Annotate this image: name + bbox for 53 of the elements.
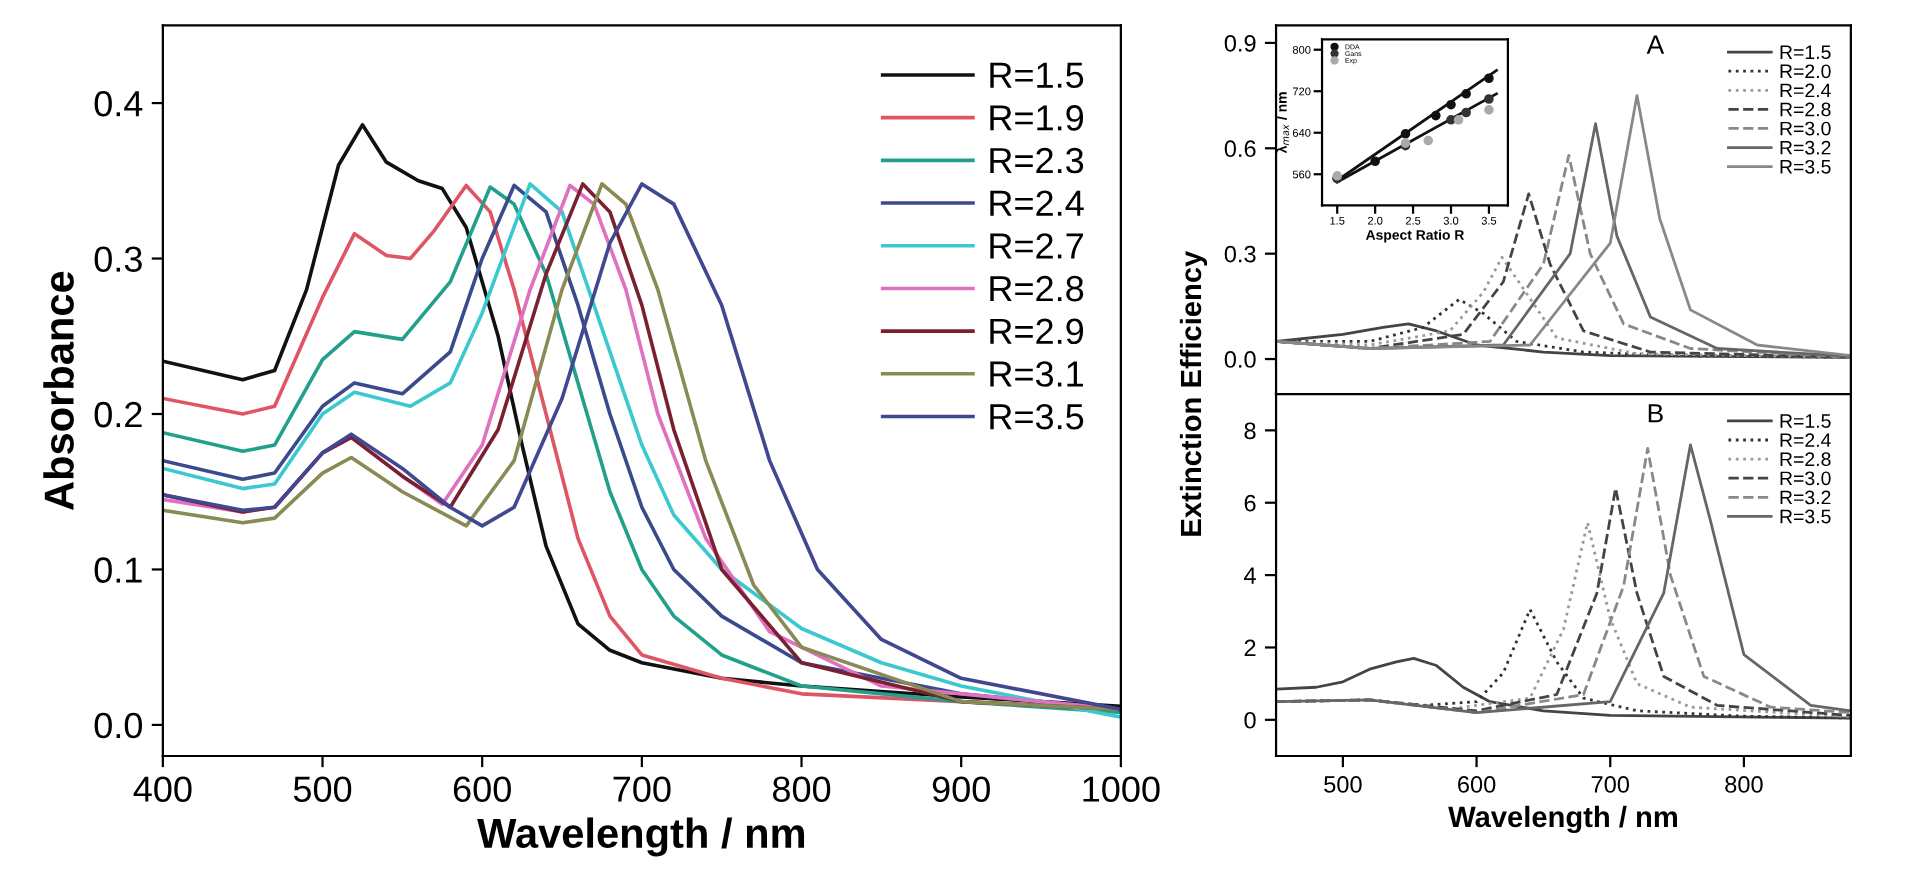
- y-tick-label: 0.3: [94, 246, 142, 272]
- y-tick-label: 0.3: [1224, 245, 1256, 263]
- x-tick-label: 600: [1458, 776, 1496, 793]
- y-tick-label: 2: [1244, 639, 1256, 657]
- legend-label: R=1.5: [1780, 45, 1831, 60]
- legend-label: R=2.7: [990, 233, 1083, 259]
- legend-label: R=3.2: [1780, 490, 1831, 505]
- x-tick-label: 500: [293, 776, 352, 802]
- legend-label: R=3.5: [990, 403, 1084, 430]
- annotation: B: [1648, 404, 1663, 423]
- x-tick-label: 800: [1725, 776, 1763, 793]
- legend-label: R=2.8: [1780, 102, 1831, 117]
- legend-label: R=2.4: [1780, 83, 1831, 98]
- annotation: A: [1646, 35, 1665, 54]
- legend-label: R=3.5: [1780, 509, 1831, 524]
- legend-label: R=2.9: [990, 318, 1084, 345]
- legend-label: R=2.8: [990, 275, 1084, 302]
- y-tick-label: 0.2: [94, 401, 142, 428]
- y-tick-label: 0.1: [94, 557, 142, 583]
- x-tick-label: 700: [1591, 776, 1630, 793]
- y-tick-label: 0.9: [1224, 34, 1256, 52]
- legend-label: R=3.0: [1780, 121, 1831, 136]
- y-tick-label: 4: [1244, 567, 1256, 584]
- x-axis-title: Wavelength / nm: [477, 817, 805, 857]
- x-axis-title: Wavelength / nm: [1448, 805, 1677, 834]
- y-axis-title: Extinction Efficiency: [1179, 250, 1208, 536]
- x-tick-label: 500: [1324, 776, 1362, 793]
- x-tick-label: 900: [932, 776, 990, 802]
- y-tick-label: 6: [1244, 494, 1256, 512]
- y-tick-label: 0.4: [94, 90, 143, 117]
- legend-label: R=2.4: [990, 190, 1084, 216]
- legend-label: R=3.2: [1780, 140, 1831, 155]
- y-tick-label: 0.0: [1224, 351, 1256, 368]
- legend-label: R=2.4: [1780, 433, 1831, 447]
- legend-label: R=2.3: [990, 147, 1084, 174]
- y-tick-label: 0: [1244, 711, 1256, 729]
- legend-label: R=3.0: [1780, 471, 1831, 486]
- legend-label: R=1.5: [1780, 414, 1831, 428]
- legend-label: R=2.8: [1780, 452, 1831, 467]
- x-tick-label: 600: [453, 776, 511, 802]
- y-tick-label: 0.0: [94, 712, 143, 739]
- legend-label: R=2.0: [1780, 64, 1831, 79]
- y-tick-label: 0.6: [1224, 140, 1256, 158]
- x-tick-label: 400: [133, 776, 192, 802]
- y-axis-title: Absorbance: [43, 271, 74, 511]
- x-tick-label: 1000: [1083, 776, 1160, 802]
- legend-label: R=1.9: [990, 105, 1084, 131]
- y-tick-label: 8: [1244, 422, 1256, 440]
- x-tick-label: 700: [613, 776, 671, 802]
- legend-label: R=3.1: [990, 361, 1083, 387]
- x-tick-label: 800: [772, 776, 831, 802]
- legend-label: R=3.5: [1780, 159, 1831, 174]
- legend-label: R=1.5: [990, 62, 1084, 88]
